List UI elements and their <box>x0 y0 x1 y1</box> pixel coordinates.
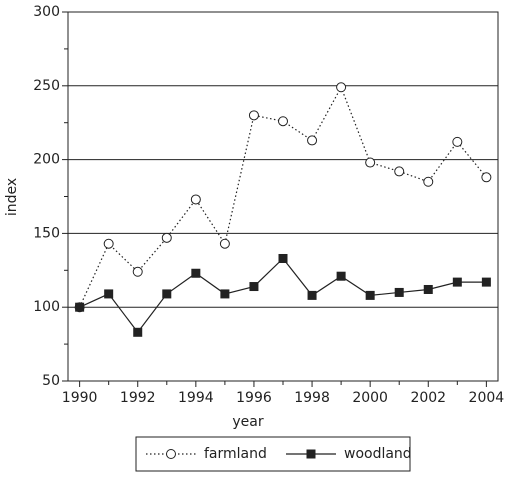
point <box>220 289 230 299</box>
x-tick-label: 2000 <box>352 390 388 406</box>
point <box>133 327 143 337</box>
point <box>452 277 462 287</box>
y-tick-label: 250 <box>33 78 60 94</box>
point <box>423 284 433 294</box>
point <box>103 238 114 249</box>
point <box>307 135 318 146</box>
x-tick-label: 1992 <box>120 390 156 406</box>
point <box>190 194 201 205</box>
point <box>336 271 346 281</box>
x-tick-label: 1996 <box>236 390 272 406</box>
x-tick-label: 1998 <box>294 390 330 406</box>
y-tick-label: 100 <box>33 299 60 315</box>
x-axis-label: year <box>232 414 263 430</box>
point <box>278 116 288 127</box>
legend-marker <box>306 449 316 459</box>
point <box>191 268 201 278</box>
point <box>452 136 463 147</box>
point <box>336 82 347 93</box>
point <box>104 289 114 299</box>
point <box>132 266 143 277</box>
y-tick-label: 50 <box>42 373 60 389</box>
point <box>162 289 172 299</box>
y-axis-label: index <box>4 178 20 216</box>
legend-marker <box>166 449 176 459</box>
point <box>219 238 230 249</box>
point <box>278 253 288 263</box>
point <box>481 277 491 287</box>
legend-box <box>135 436 411 472</box>
point <box>365 290 375 300</box>
y-tick-label: 200 <box>33 152 60 168</box>
point <box>481 172 492 183</box>
y-tick-label: 300 <box>33 4 60 20</box>
legend-label: farmland <box>204 446 267 462</box>
point <box>249 282 259 292</box>
point <box>394 166 405 177</box>
x-tick-label: 1994 <box>178 390 214 406</box>
point <box>307 290 317 300</box>
x-tick-label: 1990 <box>62 390 98 406</box>
plot-frame <box>67 11 499 382</box>
point <box>248 110 259 121</box>
point <box>365 157 376 168</box>
y-tick-label: 150 <box>33 225 60 241</box>
point <box>423 176 434 187</box>
point <box>161 232 172 243</box>
point <box>394 287 404 297</box>
point <box>75 302 85 312</box>
x-tick-label: 2002 <box>410 390 446 406</box>
legend-label: woodland <box>344 446 412 462</box>
x-tick-label: 2004 <box>469 390 505 406</box>
